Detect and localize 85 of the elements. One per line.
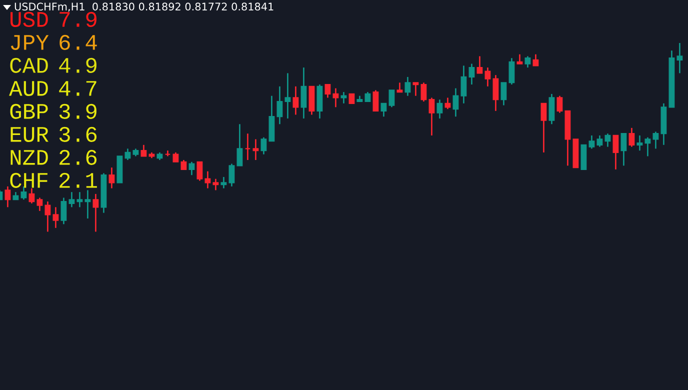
candlestick — [532, 54, 539, 66]
candlestick — [300, 66, 307, 120]
candlestick — [428, 97, 435, 136]
candlestick — [276, 86, 283, 125]
candlestick — [124, 148, 131, 161]
candlestick — [548, 93, 555, 125]
candlestick — [676, 42, 683, 74]
candlestick — [484, 66, 491, 88]
candlestick — [516, 54, 523, 64]
category-label: GBP — [10, 104, 48, 119]
candlestick — [324, 84, 331, 98]
data-label: 2.1 — [60, 172, 97, 188]
candlestick — [604, 132, 611, 148]
candlestick — [412, 82, 419, 97]
data-label: 2.6 — [60, 150, 97, 165]
category-label: EUR — [10, 127, 48, 142]
candlestick — [348, 93, 355, 104]
candlestick — [68, 191, 75, 208]
candlestick — [188, 161, 195, 176]
candlestick — [364, 91, 371, 102]
candlestick — [236, 123, 243, 166]
candlestick — [652, 130, 659, 150]
candlestick — [180, 159, 187, 170]
category-label: CAD — [10, 58, 48, 73]
candlestick — [468, 63, 475, 86]
candlestick — [588, 134, 595, 150]
candlestick — [556, 95, 563, 114]
candlestick — [52, 206, 59, 229]
candlestick — [388, 89, 395, 108]
candlestick — [28, 188, 35, 204]
data-label: 4.7 — [59, 81, 96, 96]
candlestick — [76, 191, 83, 208]
data-label: 4.9 — [59, 58, 96, 73]
candlestick — [244, 132, 251, 161]
candlestick — [204, 170, 211, 189]
candlestick — [340, 91, 347, 104]
candlestick — [628, 127, 635, 148]
candlestick — [460, 64, 467, 104]
candlestick — [260, 136, 267, 156]
data-label: 6.4 — [60, 34, 97, 50]
candlestick — [540, 102, 547, 154]
category-label: CHF — [10, 172, 48, 188]
data-label: 7.9 — [60, 12, 96, 27]
candlestick — [4, 186, 11, 208]
candlestick — [220, 176, 227, 189]
category-label: JPY — [10, 35, 49, 50]
candlestick — [612, 134, 619, 170]
candlestick — [636, 134, 643, 152]
data-label: 3.6 — [59, 126, 97, 142]
candlestick — [292, 86, 299, 116]
candlestick — [452, 88, 459, 118]
candlestick — [420, 82, 427, 102]
candlestick — [140, 144, 147, 157]
candlestick — [644, 136, 651, 157]
candlestick — [196, 161, 203, 182]
category-label: AUD — [9, 81, 48, 96]
candlestick — [500, 82, 507, 106]
candlestick — [92, 193, 99, 232]
candlestick — [596, 134, 603, 148]
candlestick — [492, 74, 499, 112]
candlestick — [84, 189, 91, 220]
candlestick — [108, 166, 115, 189]
candlestick — [252, 138, 259, 161]
candlestick — [44, 200, 51, 232]
candlestick — [212, 178, 219, 191]
candlestick — [476, 56, 483, 74]
candlestick — [620, 132, 627, 166]
candlestick — [508, 57, 515, 86]
data-label: 3.9 — [59, 104, 96, 119]
candlestick — [404, 76, 411, 97]
candlestick — [36, 197, 43, 212]
candlestick — [60, 197, 67, 225]
category-label: USD — [10, 12, 48, 27]
candlestick — [524, 56, 531, 68]
candlestick — [228, 163, 235, 188]
candlestick — [332, 88, 339, 108]
candlestick — [444, 97, 451, 110]
category-label: NZD — [10, 150, 48, 165]
candlestick — [284, 72, 291, 120]
chart-title: USDCHFm,H1 0.81830 0.81892 0.81772 0.81841 — [14, 2, 274, 12]
candlestick — [380, 102, 387, 118]
candlestick — [436, 98, 443, 120]
candlestick — [372, 89, 379, 112]
candlestick — [396, 82, 403, 93]
candlestick — [172, 152, 179, 163]
